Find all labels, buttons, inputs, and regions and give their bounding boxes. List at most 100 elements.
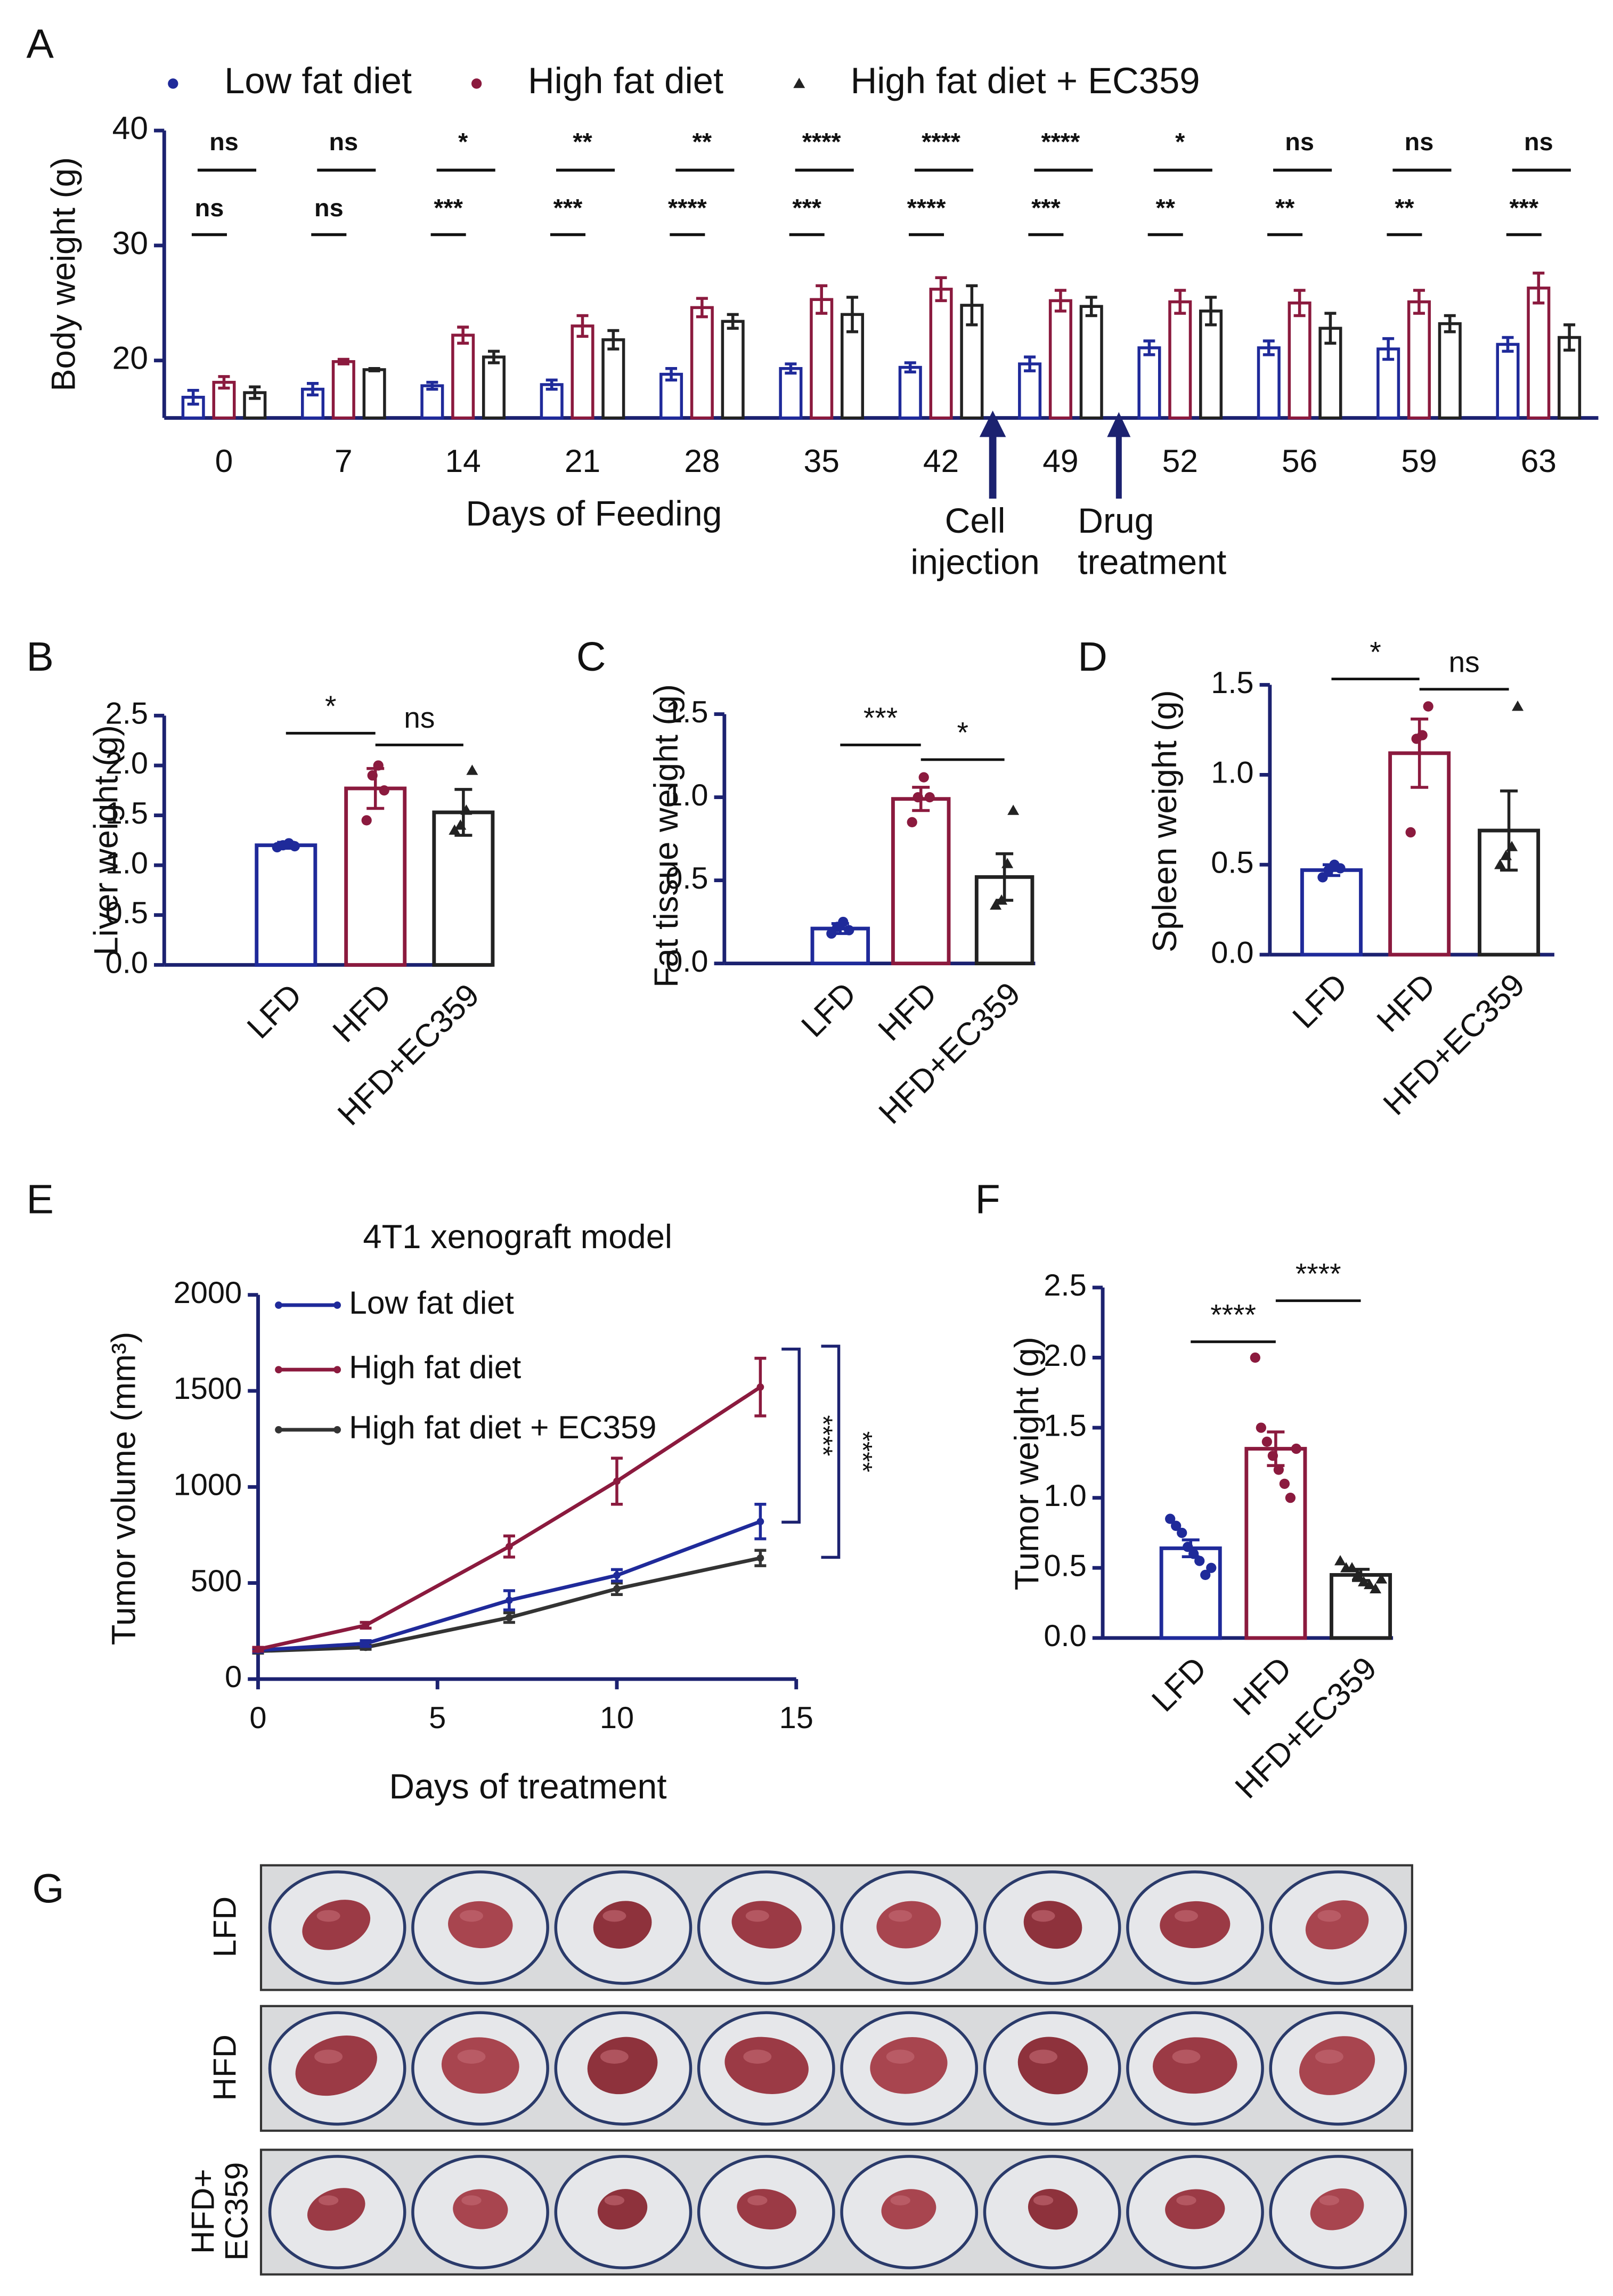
bar — [331, 360, 355, 420]
line-marker — [506, 1614, 513, 1622]
y-tick-label: 1.5 — [665, 695, 708, 729]
tumor-highlight — [1174, 1910, 1198, 1922]
tumor-highlight — [890, 2195, 910, 2205]
y-tick-label: 0.5 — [1211, 845, 1253, 880]
legend-marker — [333, 1301, 341, 1309]
bar — [601, 338, 625, 420]
significance: **** — [848, 1431, 877, 1472]
line-marker — [362, 1622, 370, 1629]
annotation: injection — [910, 542, 1039, 581]
data-point — [1334, 1555, 1347, 1566]
significance: *** — [434, 194, 463, 222]
y-tick-label: 1.5 — [105, 796, 148, 831]
tumor-highlight — [600, 2049, 629, 2064]
significance: ** — [1395, 194, 1414, 222]
data-point — [460, 804, 473, 815]
arrow-head — [979, 410, 1006, 437]
x-tick-label: 21 — [565, 443, 600, 479]
bar — [482, 355, 506, 420]
data-point — [466, 764, 478, 775]
arrows — [979, 410, 1131, 499]
data-point — [1500, 850, 1512, 860]
bar — [1018, 362, 1042, 420]
tumor — [1153, 2037, 1237, 2094]
significance: * — [458, 128, 468, 156]
significance: **** — [922, 128, 961, 156]
annotation: treatment — [1078, 542, 1226, 581]
panel-label: D — [1078, 634, 1107, 680]
x-tick-label: 63 — [1521, 443, 1557, 479]
data-point — [168, 78, 178, 89]
data-point — [1335, 863, 1346, 874]
legend-label: High fat diet — [349, 1349, 521, 1385]
tumor-highlight — [1319, 2195, 1340, 2205]
significance: * — [325, 689, 336, 722]
significance: **** — [802, 128, 842, 156]
legend-marker — [275, 1301, 282, 1309]
bar — [571, 324, 594, 420]
data-point — [1007, 804, 1020, 815]
significance: **** — [808, 1415, 837, 1456]
tumor-highlight — [461, 2195, 482, 2205]
row-label: HFD — [207, 2034, 243, 2100]
y-axis-label: Tumor volume (mm³) — [105, 1332, 142, 1645]
chart-title: 4T1 xenograft model — [363, 1218, 672, 1256]
data-point — [826, 928, 837, 939]
bar — [451, 333, 475, 420]
y-axis-label: Tumor weight (g) — [1008, 1337, 1046, 1590]
panel-label: A — [27, 21, 54, 67]
y-tick-label: 0.5 — [665, 861, 708, 895]
bar — [1496, 343, 1520, 420]
data-point — [1273, 1464, 1284, 1475]
legend-label: High fat diet + EC359 — [349, 1409, 656, 1445]
row-label: LFD — [207, 1896, 243, 1957]
tumor — [1299, 2036, 1375, 2095]
data-point — [1279, 1478, 1290, 1489]
data-point — [471, 78, 482, 89]
data-point — [1317, 872, 1328, 883]
y-tick-label: 30 — [112, 225, 148, 261]
data-point — [1206, 1562, 1217, 1573]
data-point — [1285, 1493, 1296, 1503]
y-tick-label: 1.0 — [1044, 1479, 1086, 1513]
y-tick-label: 1.5 — [1211, 666, 1253, 700]
significance: ns — [404, 701, 435, 734]
significance-bracket — [821, 1345, 841, 1559]
bar — [1407, 300, 1431, 420]
data-point — [449, 824, 461, 835]
y-axis-label: Spleen weight (g) — [1146, 690, 1184, 952]
data-point — [1494, 859, 1506, 869]
line-marker — [756, 1383, 764, 1391]
y-tick-label: 20 — [112, 340, 148, 376]
y-axis-label: Body weight (g) — [45, 157, 83, 392]
bar — [1257, 346, 1281, 420]
tumor-highlight — [602, 1910, 626, 1922]
data-point — [1375, 1573, 1388, 1584]
significance: * — [957, 716, 968, 749]
data-point — [1291, 1443, 1302, 1454]
legend-marker — [333, 1366, 341, 1373]
panel-label: E — [27, 1177, 54, 1223]
line-marker — [613, 1585, 621, 1593]
data-point — [1423, 701, 1433, 712]
x-tick-label: 14 — [445, 443, 480, 479]
line-marker — [254, 1646, 262, 1653]
significance: *** — [553, 194, 583, 222]
legend-label: Low fat diet — [224, 60, 412, 101]
tumor-highlight — [745, 1910, 769, 1922]
line-marker — [506, 1597, 513, 1604]
arrow-head — [1107, 412, 1131, 437]
y-tick-label: 0.5 — [105, 896, 148, 930]
tumor — [441, 2037, 519, 2094]
data-point — [454, 819, 467, 830]
significance: ns — [1524, 128, 1553, 156]
tumor-highlight — [889, 1910, 913, 1922]
data-point — [1001, 858, 1014, 868]
data-point — [373, 760, 384, 771]
data-point — [1346, 1562, 1358, 1573]
data-point — [838, 916, 849, 927]
bar — [1300, 868, 1363, 957]
data-point — [913, 792, 923, 803]
significance: ns — [329, 128, 359, 156]
bar — [1079, 305, 1103, 420]
